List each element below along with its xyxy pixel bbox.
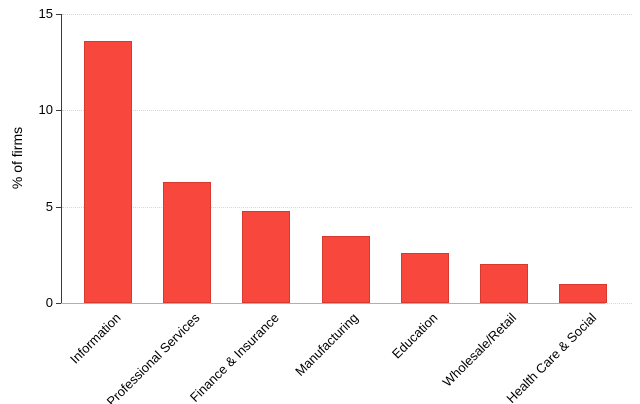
y-tick-label: 0 — [45, 295, 53, 310]
bar-information — [84, 40, 132, 303]
bar-finance-insurance — [242, 210, 291, 303]
y-axis-line — [61, 14, 62, 304]
y-axis-tick — [56, 206, 61, 208]
y-tick-label: 15 — [38, 6, 53, 21]
y-axis-tick — [56, 14, 61, 15]
bar-professional-services — [163, 181, 212, 303]
x-axis-baseline-dotted-extension — [605, 303, 632, 304]
x-tick-label-wholesale-retail: Wholesale/Retail — [440, 310, 520, 390]
y-gridline — [62, 110, 632, 112]
bar-education — [400, 252, 449, 303]
x-axis-baseline — [61, 303, 605, 304]
y-tick-label: 10 — [38, 102, 53, 118]
x-tick-label-finance-insurance: Finance & Insurance — [187, 310, 283, 404]
y-tick-label: 5 — [45, 198, 53, 214]
y-axis-label: % of firms — [9, 126, 25, 190]
y-axis-tick — [56, 110, 61, 112]
y-gridline — [62, 14, 632, 15]
y-axis-tick — [56, 303, 61, 304]
y-gridline — [62, 206, 632, 208]
x-tick-label-manufacturing: Manufacturing — [292, 310, 362, 379]
bar-manufacturing — [321, 235, 370, 303]
x-tick-label-health-care-social: Health Care & Social — [502, 310, 599, 404]
x-tick-label-education: Education — [388, 310, 441, 362]
x-tick-label-information: Information — [67, 310, 124, 367]
bar-wholesale-retail — [480, 264, 528, 303]
bar-health-care-social — [559, 283, 608, 303]
